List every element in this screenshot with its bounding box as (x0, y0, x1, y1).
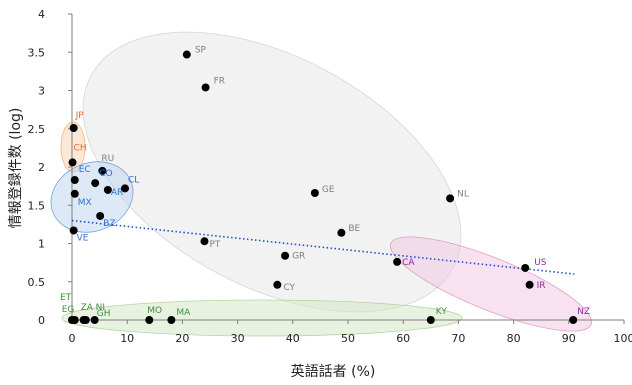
x-tick-label: 20 (175, 332, 189, 345)
point-label-mx: MX (78, 198, 92, 208)
point-label-gr: GR (292, 252, 305, 262)
trendline-line (71, 219, 575, 275)
data-point-ir (525, 280, 534, 289)
y-tick-label: 2 (38, 161, 45, 174)
point-label-ge: GE (322, 185, 335, 195)
point-label-jp: JP (75, 111, 85, 121)
data-point-nl (446, 194, 455, 203)
data-point-pt (200, 237, 209, 246)
x-tick-label: 70 (451, 332, 465, 345)
point-label-ni: NI (96, 303, 105, 313)
data-point-cy (273, 280, 282, 289)
data-point-bz (96, 211, 105, 220)
point-label-us: US (534, 258, 547, 268)
point-label-ar: AR (111, 188, 123, 198)
point-label-bz: BZ (103, 219, 115, 229)
cluster-ellipses (50, 31, 593, 337)
x-tick-label: 90 (562, 332, 576, 345)
ellipse-pink-cluster (389, 236, 593, 332)
y-tick-label: 0 (38, 314, 45, 327)
point-label-ec: EC (79, 165, 91, 175)
point-label-za: ZA (81, 303, 94, 313)
data-point-ar (103, 185, 112, 194)
data-point-ni (90, 316, 99, 324)
point-label-be: BE (348, 224, 360, 234)
x-tick-label: 30 (231, 332, 245, 345)
data-point-us (521, 263, 530, 272)
data-point-fr (201, 83, 210, 92)
x-tick-label: 60 (396, 332, 410, 345)
data-point-sp (182, 50, 191, 59)
y-tick-label: 3 (38, 85, 45, 98)
x-tick-label: 0 (69, 332, 76, 345)
point-label-nz: NZ (577, 307, 590, 317)
data-point-ec (70, 176, 79, 185)
y-tick-label: 4 (38, 8, 45, 21)
point-label-gh: GH (97, 309, 111, 319)
axes: 0 10 20 30 40 50 60 70 80 90 100 0 0.5 1 1.5 2 2.5 3 3.5 4 (28, 8, 632, 345)
point-label-et: ET (60, 293, 72, 303)
ellipse-green-cluster (61, 299, 463, 337)
point-label-ve: VE (77, 233, 89, 243)
data-point-co (91, 179, 100, 188)
point-label-fr: FR (214, 76, 225, 86)
point-label-pt: PT (209, 240, 220, 250)
x-tick-label: 80 (507, 332, 521, 345)
point-label-nl: NL (457, 189, 469, 199)
point-label-cy: CY (283, 283, 295, 293)
point-label-co: CO (99, 169, 112, 179)
data-point-ge (310, 189, 319, 198)
data-point-cl (120, 184, 129, 193)
y-tick-label: 1 (38, 238, 45, 251)
data-point-ru (98, 166, 107, 175)
y-tick-label: 0.5 (28, 276, 46, 289)
x-tick-label: 10 (120, 332, 134, 345)
data-point-mo (145, 316, 154, 324)
data-point-gh (81, 316, 90, 324)
point-label-cl: CL (128, 175, 139, 185)
trendline (71, 219, 575, 275)
x-tick-label: 100 (614, 332, 632, 345)
point-label-ca: CA (402, 258, 415, 268)
data-point-be (337, 228, 346, 237)
point-label-ch: CH (74, 143, 87, 153)
data-point-ma (167, 316, 176, 324)
x-axis-title: 英語話者 (%) (291, 363, 376, 380)
data-point-ve (69, 226, 78, 235)
data-point-jp (69, 123, 78, 132)
y-tick-label: 3.5 (28, 46, 46, 59)
point-label-ma: MA (176, 308, 191, 318)
data-point-gr (281, 251, 290, 260)
data-point-mx (70, 189, 79, 198)
point-label-mo: MO (147, 306, 162, 316)
data-point-ky (426, 316, 435, 324)
data-point-ch (68, 158, 77, 167)
point-label-ir: IR (537, 281, 546, 291)
point-label-ru: RU (101, 154, 114, 164)
data-point-eg (70, 316, 79, 324)
point-label-ky: KY (436, 307, 448, 317)
data-points: SP FR JP CH RU EC CO AR CL MX GE NL BZ BE VE PT GR CA US IR… (60, 46, 590, 324)
y-axis-title: 情報登録件数 (log) (8, 108, 24, 229)
data-point-ca (393, 257, 402, 266)
x-tick-label: 40 (286, 332, 300, 345)
y-tick-label: 1.5 (28, 199, 46, 212)
data-point-nz (569, 316, 578, 324)
y-tick-label: 2.5 (28, 123, 46, 136)
x-tick-label: 50 (341, 332, 355, 345)
point-label-sp: SP (195, 46, 207, 56)
point-label-eg: EG (62, 305, 75, 315)
